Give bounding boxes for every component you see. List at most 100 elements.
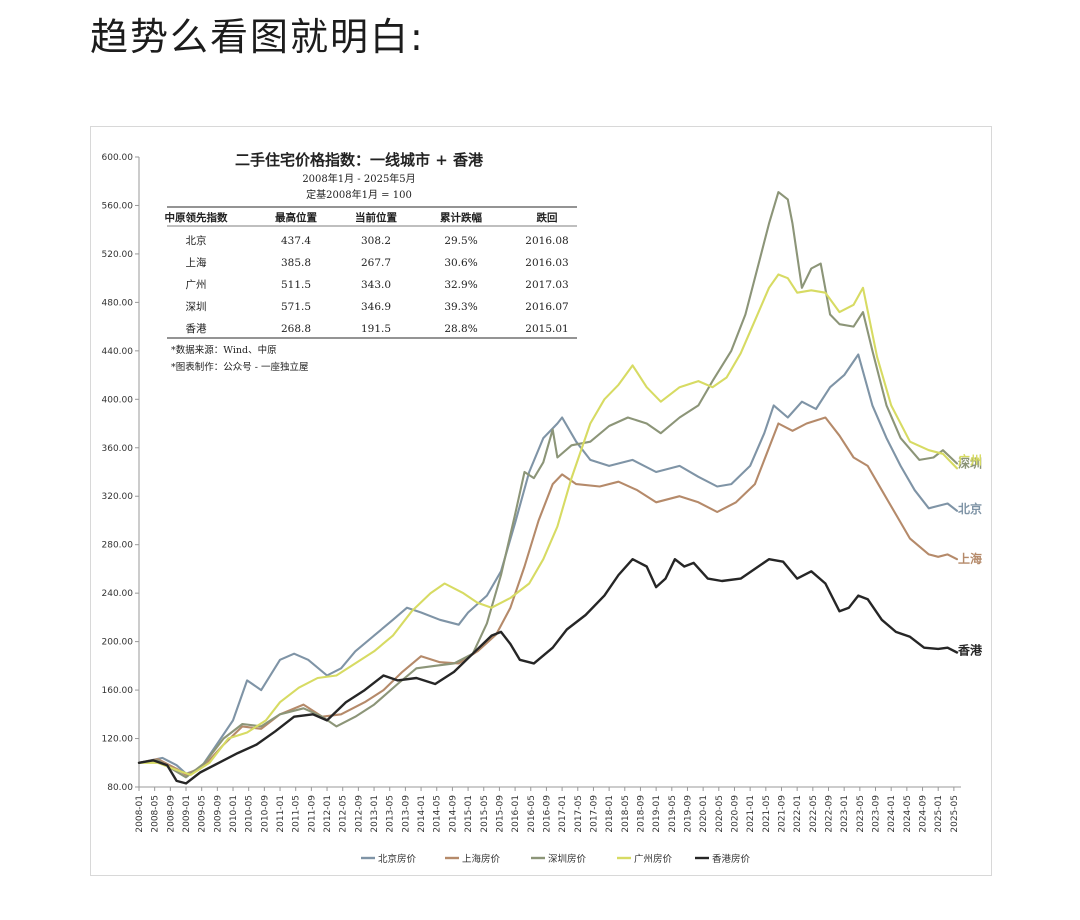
y-tick-label: 360.00 bbox=[102, 444, 134, 454]
x-tick-label: 2015-09 bbox=[495, 795, 505, 833]
y-tick-label: 160.00 bbox=[102, 686, 134, 696]
chart-base-note: 定基2008年1月 = 100 bbox=[306, 188, 412, 201]
chart-subtitle: 2008年1月 - 2025年5月 bbox=[302, 172, 415, 185]
x-tick-label: 2017-09 bbox=[589, 795, 599, 833]
y-tick-label: 440.00 bbox=[102, 347, 134, 357]
chart-note-maker: *图表制作：公众号 - 一座独立屋 bbox=[171, 361, 309, 373]
chart-legend: 北京房价 上海房价 深圳房价 广州房价 香港房价 bbox=[361, 853, 751, 865]
x-tick-label: 2008-09 bbox=[166, 795, 176, 833]
chart-frame: 80.00 120.00 160.00 200.00 240.00 280.00 320.0… bbox=[90, 126, 992, 876]
series-end-label: 北京 bbox=[958, 501, 982, 516]
x-tick-label: 2023-09 bbox=[872, 795, 882, 833]
x-tick-label: 2021-09 bbox=[777, 795, 787, 833]
x-tick-label: 2018-01 bbox=[605, 795, 615, 833]
table-cell: 571.5 bbox=[281, 301, 311, 313]
x-tick-label: 2011-09 bbox=[307, 795, 317, 833]
x-tick-label: 2013-05 bbox=[386, 795, 396, 833]
x-tick-label: 2019-09 bbox=[683, 795, 693, 833]
x-tick-label: 2014-09 bbox=[448, 795, 458, 833]
table-cell: 2015.01 bbox=[525, 323, 568, 335]
x-tick-label: 2012-05 bbox=[339, 795, 349, 833]
x-tick-label: 2012-01 bbox=[323, 795, 333, 833]
table-cell: 2016.03 bbox=[525, 257, 568, 269]
table-cell: 511.5 bbox=[281, 279, 311, 291]
x-tick-label: 2016-01 bbox=[511, 795, 521, 833]
x-tick-label: 2010-05 bbox=[245, 795, 255, 833]
x-tick-label: 2008-01 bbox=[135, 795, 145, 833]
x-tick-label: 2013-01 bbox=[370, 795, 380, 833]
table-cell: 29.5% bbox=[444, 235, 477, 247]
y-tick-label: 520.00 bbox=[102, 250, 134, 260]
x-tick-label: 2011-01 bbox=[276, 795, 286, 833]
x-tick-label: 2008-05 bbox=[151, 795, 161, 833]
x-tick-label: 2014-01 bbox=[417, 795, 427, 833]
series-end-label: 上海 bbox=[958, 551, 982, 566]
x-tick-label: 2009-05 bbox=[198, 795, 208, 833]
x-tick-label: 2018-05 bbox=[621, 795, 631, 833]
table-header-cell: 跌回 bbox=[537, 211, 558, 224]
x-tick-label: 2019-05 bbox=[668, 795, 678, 833]
x-tick-label: 2013-09 bbox=[401, 795, 411, 833]
table-cell: 2016.07 bbox=[525, 301, 568, 313]
x-tick-label: 2016-05 bbox=[527, 795, 537, 833]
x-tick-label: 2021-05 bbox=[762, 795, 772, 833]
x-tick-label: 2022-05 bbox=[809, 795, 819, 833]
y-tick-label: 600.00 bbox=[102, 153, 134, 163]
x-tick-label: 2025-01 bbox=[934, 795, 944, 833]
x-tick-group: 2008-01 2008-05 2008-09 2009-01 2009-05 2009-… bbox=[135, 787, 960, 833]
x-tick-label: 2020-01 bbox=[699, 795, 709, 833]
x-tick-label: 2022-09 bbox=[825, 795, 835, 833]
x-tick-label: 2010-01 bbox=[229, 795, 239, 833]
table-cell: 437.4 bbox=[281, 235, 311, 247]
table-cell: 268.8 bbox=[281, 323, 311, 335]
table-cell: 深圳 bbox=[186, 301, 207, 313]
table-header-cell: 当前位置 bbox=[355, 211, 397, 224]
x-tick-label: 2023-01 bbox=[840, 795, 850, 833]
x-tick-label: 2024-09 bbox=[919, 795, 929, 833]
y-tick-label: 280.00 bbox=[102, 541, 134, 551]
series-line-3 bbox=[137, 273, 959, 776]
x-tick-label: 2020-05 bbox=[715, 795, 725, 833]
series-lines bbox=[137, 191, 959, 785]
x-tick-label: 2024-01 bbox=[887, 795, 897, 833]
table-cell: 346.9 bbox=[361, 301, 391, 313]
y-tick-label: 200.00 bbox=[102, 638, 134, 648]
x-tick-label: 2017-01 bbox=[558, 795, 568, 833]
y-tick-label: 480.00 bbox=[102, 298, 134, 308]
x-tick-label: 2009-09 bbox=[213, 795, 223, 833]
table-header-cell: 最高位置 bbox=[275, 211, 317, 224]
y-tick-label: 120.00 bbox=[102, 735, 134, 745]
table-cell: 32.9% bbox=[444, 279, 477, 291]
x-tick-label: 2012-09 bbox=[354, 795, 364, 833]
y-tick-label: 240.00 bbox=[102, 589, 134, 599]
x-tick-label: 2011-05 bbox=[292, 795, 302, 833]
x-tick-label: 2017-05 bbox=[574, 795, 584, 833]
y-tick-label: 400.00 bbox=[102, 395, 134, 405]
table-cell: 广州 bbox=[186, 279, 207, 291]
x-tick-label: 2025-05 bbox=[950, 795, 960, 833]
legend-label: 深圳房价 bbox=[548, 853, 587, 865]
x-tick-label: 2014-05 bbox=[433, 795, 443, 833]
table-cell: 2016.08 bbox=[525, 235, 568, 247]
x-tick-label: 2015-01 bbox=[464, 795, 474, 833]
chart-title: 二手住宅价格指数：一线城市 + 香港 bbox=[235, 151, 484, 169]
table-header-cell: 中原领先指数 bbox=[165, 211, 228, 224]
chart-note-source: *数据来源：Wind、中原 bbox=[171, 344, 277, 356]
series-line-4 bbox=[137, 558, 959, 785]
series-line-0 bbox=[137, 353, 959, 775]
x-tick-label: 2021-01 bbox=[746, 795, 756, 833]
series-line-1 bbox=[137, 416, 959, 776]
x-tick-label: 2009-01 bbox=[182, 795, 192, 833]
y-tick-label: 320.00 bbox=[102, 492, 134, 502]
table-header-cell: 累计跌幅 bbox=[440, 211, 482, 224]
x-tick-label: 2019-01 bbox=[652, 795, 662, 833]
table-cell: 2017.03 bbox=[525, 279, 568, 291]
table-cell: 上海 bbox=[186, 256, 207, 269]
series-end-label: 广州 bbox=[958, 452, 982, 467]
table-cell: 香港 bbox=[186, 323, 207, 335]
x-tick-label: 2015-05 bbox=[480, 795, 490, 833]
legend-label: 北京房价 bbox=[378, 853, 417, 865]
page-headline: 趋势么看图就明白: bbox=[90, 15, 425, 59]
